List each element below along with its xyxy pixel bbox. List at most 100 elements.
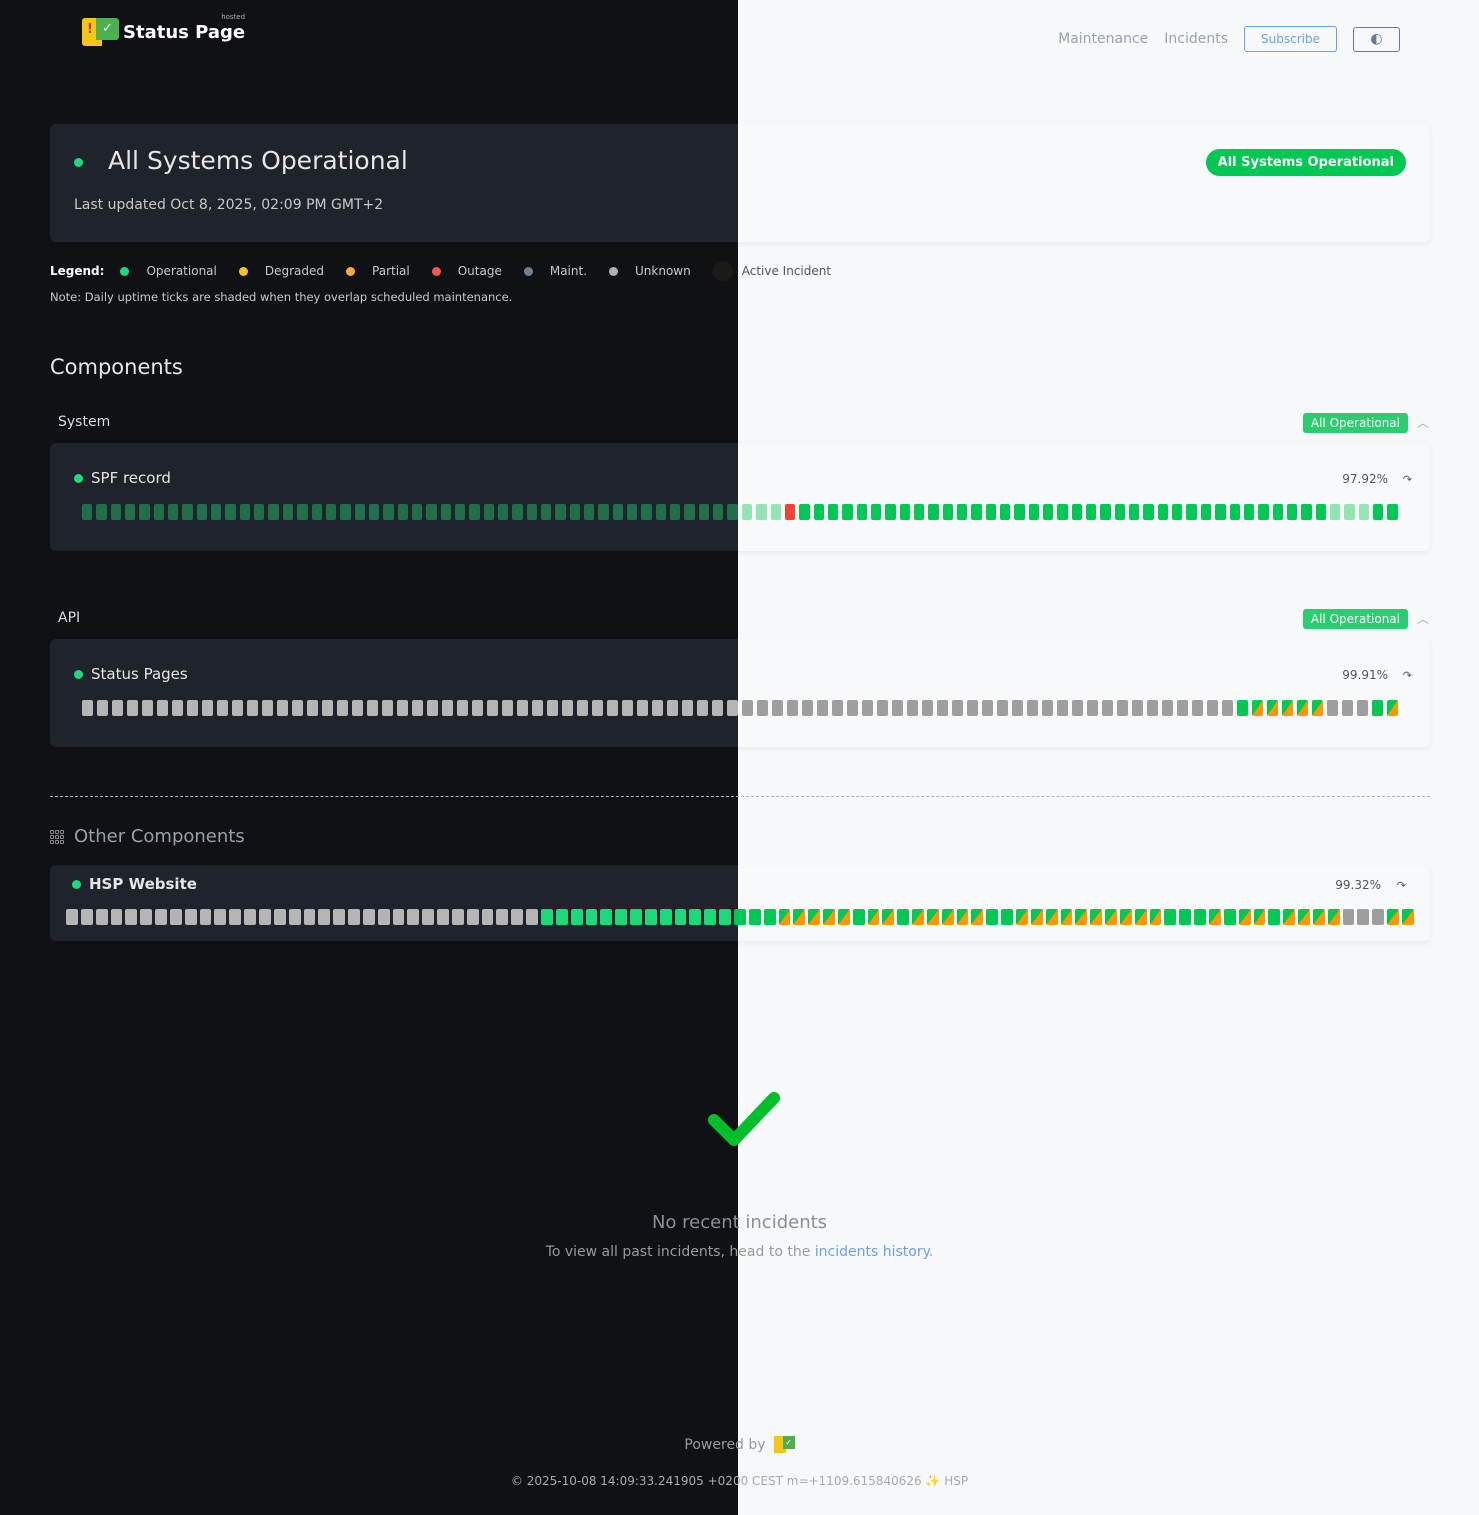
uptime-tick[interactable] <box>95 909 108 925</box>
uptime-tick[interactable] <box>652 700 663 716</box>
uptime-tick[interactable] <box>125 504 136 520</box>
uptime-tick[interactable] <box>630 909 642 925</box>
uptime-tick[interactable] <box>655 504 667 520</box>
uptime-tick[interactable] <box>600 909 613 925</box>
uptime-tick[interactable] <box>641 504 652 520</box>
uptime-tick[interactable] <box>169 909 182 925</box>
uptime-tick[interactable] <box>1357 909 1370 925</box>
uptime-tick[interactable] <box>1327 909 1340 925</box>
uptime-tick[interactable] <box>211 504 222 520</box>
uptime-tick[interactable] <box>928 504 939 520</box>
uptime-tick[interactable] <box>1164 909 1177 925</box>
uptime-tick[interactable] <box>244 909 256 925</box>
uptime-tick[interactable] <box>689 909 702 925</box>
uptime-tick[interactable] <box>532 700 543 716</box>
uptime-tick[interactable] <box>262 700 273 716</box>
uptime-tick[interactable] <box>325 504 337 520</box>
uptime-tick[interactable] <box>1060 909 1073 925</box>
uptime-tick[interactable] <box>273 909 286 925</box>
uptime-tick[interactable] <box>268 504 279 520</box>
uptime-tick[interactable] <box>712 700 723 716</box>
uptime-tick[interactable] <box>667 700 678 716</box>
uptime-tick[interactable] <box>1372 504 1384 520</box>
uptime-tick[interactable] <box>912 909 924 925</box>
uptime-tick[interactable] <box>997 700 1008 716</box>
uptime-tick[interactable] <box>986 909 999 925</box>
uptime-tick[interactable] <box>897 909 910 925</box>
uptime-tick[interactable] <box>1258 504 1269 520</box>
uptime-tick[interactable] <box>282 504 294 520</box>
uptime-tick[interactable] <box>1100 504 1111 520</box>
uptime-tick[interactable] <box>1194 909 1206 925</box>
uptime-tick[interactable] <box>577 700 588 716</box>
uptime-tick[interactable] <box>397 504 408 520</box>
uptime-tick[interactable] <box>82 700 93 716</box>
logo[interactable]: ✓! Status Page hosted <box>82 13 245 48</box>
uptime-tick[interactable] <box>110 504 122 520</box>
uptime-tick[interactable] <box>1358 504 1369 520</box>
uptime-tick[interactable] <box>1134 909 1147 925</box>
uptime-tick[interactable] <box>1283 909 1296 925</box>
uptime-tick[interactable] <box>1143 504 1154 520</box>
theme-toggle-button[interactable]: ◐ <box>1353 26 1400 52</box>
uptime-tick[interactable] <box>885 504 896 520</box>
uptime-tick[interactable] <box>772 700 783 716</box>
uptime-tick[interactable] <box>1012 700 1023 716</box>
uptime-tick[interactable] <box>217 700 228 716</box>
uptime-tick[interactable] <box>66 909 78 925</box>
uptime-tick[interactable] <box>1222 700 1233 716</box>
uptime-tick[interactable] <box>1132 700 1143 716</box>
uptime-tick[interactable] <box>1045 909 1058 925</box>
uptime-tick[interactable] <box>867 909 880 925</box>
uptime-tick[interactable] <box>481 909 494 925</box>
uptime-tick[interactable] <box>1223 909 1236 925</box>
uptime-tick[interactable] <box>659 909 672 925</box>
uptime-tick[interactable] <box>1286 504 1298 520</box>
uptime-tick[interactable] <box>1401 909 1414 925</box>
uptime-tick[interactable] <box>727 504 738 520</box>
uptime-tick[interactable] <box>1179 909 1192 925</box>
uptime-tick[interactable] <box>799 504 810 520</box>
uptime-tick[interactable] <box>1272 504 1283 520</box>
uptime-tick[interactable] <box>1243 504 1255 520</box>
refresh-icon[interactable]: ↷ <box>1402 473 1412 486</box>
incidents-history-link[interactable]: incidents history <box>814 1244 929 1260</box>
uptime-tick[interactable] <box>110 909 123 925</box>
uptime-tick[interactable] <box>383 504 394 520</box>
uptime-tick[interactable] <box>1372 700 1383 716</box>
uptime-tick[interactable] <box>140 909 153 925</box>
uptime-tick[interactable] <box>541 909 553 925</box>
uptime-tick[interactable] <box>847 700 858 716</box>
uptime-tick[interactable] <box>82 504 93 520</box>
uptime-tick[interactable] <box>1298 909 1310 925</box>
uptime-tick[interactable] <box>472 700 483 716</box>
uptime-tick[interactable] <box>733 909 746 925</box>
uptime-tick[interactable] <box>555 504 566 520</box>
uptime-tick[interactable] <box>541 504 552 520</box>
uptime-tick[interactable] <box>1200 504 1212 520</box>
uptime-tick[interactable] <box>913 504 925 520</box>
uptime-tick[interactable] <box>1238 909 1251 925</box>
uptime-tick[interactable] <box>569 504 581 520</box>
uptime-tick[interactable] <box>598 504 609 520</box>
uptime-tick[interactable] <box>1387 700 1398 716</box>
uptime-tick[interactable] <box>856 504 867 520</box>
uptime-tick[interactable] <box>555 909 568 925</box>
uptime-tick[interactable] <box>368 504 380 520</box>
uptime-tick[interactable] <box>926 909 939 925</box>
uptime-tick[interactable] <box>1042 700 1053 716</box>
uptime-tick[interactable] <box>1028 504 1040 520</box>
uptime-tick[interactable] <box>322 700 333 716</box>
uptime-tick[interactable] <box>1342 909 1355 925</box>
uptime-tick[interactable] <box>229 909 242 925</box>
uptime-tick[interactable] <box>1229 504 1240 520</box>
uptime-tick[interactable] <box>412 700 423 716</box>
uptime-tick[interactable] <box>607 700 618 716</box>
uptime-tick[interactable] <box>967 700 978 716</box>
uptime-tick[interactable] <box>1102 700 1113 716</box>
uptime-tick[interactable] <box>127 700 138 716</box>
uptime-tick[interactable] <box>832 700 843 716</box>
uptime-tick[interactable] <box>496 909 509 925</box>
uptime-tick[interactable] <box>511 909 524 925</box>
uptime-tick[interactable] <box>288 909 301 925</box>
